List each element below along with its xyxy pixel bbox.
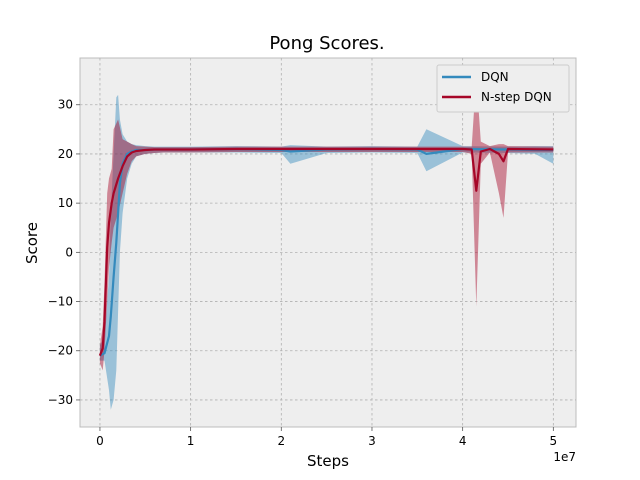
y-tick-label: −30 — [48, 393, 73, 407]
y-tick-label: 20 — [58, 147, 73, 161]
y-axis-label: Score — [23, 222, 41, 264]
y-tick-label: 10 — [58, 196, 73, 210]
x-axis-multiplier: 1e7 — [553, 450, 576, 464]
x-tick-label: 3 — [368, 434, 376, 448]
plot-area — [79, 57, 577, 428]
x-axis-label: Steps — [307, 452, 349, 470]
x-tick-label: 1 — [187, 434, 195, 448]
x-tick-label: 4 — [459, 434, 467, 448]
grid-lines — [80, 58, 576, 427]
legend: DQN N-step DQN — [436, 64, 570, 113]
x-axis-ticks: 0 1 2 3 4 5 — [96, 427, 557, 448]
y-tick-label: −10 — [48, 295, 73, 309]
x-tick-label: 5 — [550, 434, 558, 448]
y-tick-label: −20 — [48, 344, 73, 358]
series-line-1 — [98, 147, 554, 357]
x-tick-label: 0 — [96, 434, 104, 448]
x-tick-label: 2 — [277, 434, 285, 448]
legend-label-0: DQN — [481, 70, 509, 84]
y-tick-label: 30 — [58, 98, 73, 112]
y-axis-ticks: −30 −20 −10 0 10 20 30 — [48, 98, 80, 407]
chart-title: Pong Scores. — [269, 33, 384, 54]
y-tick-label: 0 — [65, 245, 73, 259]
series-lines — [98, 147, 554, 357]
legend-label-1: N-step DQN — [481, 90, 552, 104]
